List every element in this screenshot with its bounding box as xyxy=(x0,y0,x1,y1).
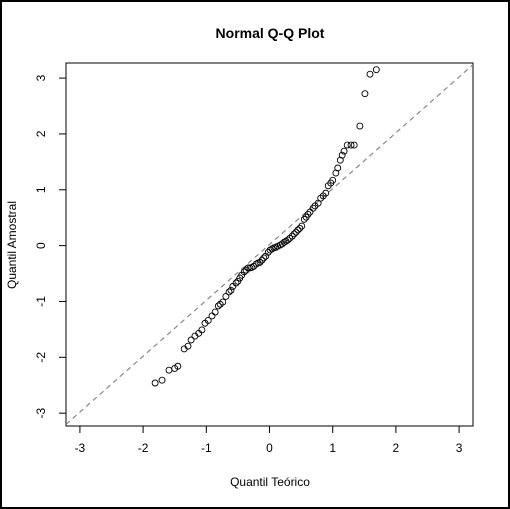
point xyxy=(268,245,276,253)
x-tick-label: 3 xyxy=(456,441,463,455)
point xyxy=(300,215,308,223)
point xyxy=(304,210,312,218)
x-tick-label: -1 xyxy=(201,441,212,455)
point xyxy=(198,326,206,334)
point xyxy=(322,189,330,197)
point xyxy=(288,232,296,240)
point xyxy=(329,176,337,184)
point xyxy=(309,204,317,212)
point xyxy=(256,258,264,266)
point xyxy=(296,224,304,232)
point xyxy=(292,228,300,236)
x-tick-label: 0 xyxy=(266,441,273,455)
point xyxy=(158,376,166,384)
point xyxy=(284,236,292,244)
point xyxy=(280,238,288,246)
point xyxy=(248,263,256,271)
point xyxy=(294,226,302,234)
point xyxy=(219,298,227,306)
point xyxy=(361,90,369,98)
y-tick-label: 1 xyxy=(34,186,48,193)
point xyxy=(240,268,248,276)
point xyxy=(204,317,212,324)
point xyxy=(232,279,240,287)
chart-title: Normal Q-Q Plot xyxy=(216,25,325,41)
y-tick-label: 0 xyxy=(34,242,48,249)
point xyxy=(340,147,348,155)
point xyxy=(184,342,192,350)
point xyxy=(298,222,306,230)
point xyxy=(372,66,380,74)
point xyxy=(211,308,219,316)
point xyxy=(252,260,260,268)
point xyxy=(174,362,182,370)
y-tick-label: 3 xyxy=(34,74,48,81)
point xyxy=(272,243,280,251)
point xyxy=(242,266,250,274)
x-tick-label: -3 xyxy=(75,441,86,455)
point xyxy=(151,379,159,387)
point xyxy=(290,230,298,238)
point xyxy=(350,141,358,149)
point xyxy=(225,288,233,296)
x-tick-label: 1 xyxy=(329,441,336,455)
point xyxy=(356,122,364,130)
point xyxy=(347,141,355,149)
point xyxy=(266,246,274,254)
x-tick-label: 2 xyxy=(393,441,400,455)
y-tick-label: -3 xyxy=(34,407,48,418)
y-tick-label: -2 xyxy=(34,352,48,363)
point xyxy=(334,164,342,172)
y-axis-label: Quantil Amostral xyxy=(5,201,19,289)
y-tick-label: -1 xyxy=(34,296,48,307)
x-tick-label: -2 xyxy=(138,441,149,455)
point xyxy=(258,256,266,264)
point xyxy=(187,336,195,344)
reference-line xyxy=(65,64,474,425)
point xyxy=(366,70,374,78)
point xyxy=(222,292,230,300)
point xyxy=(227,286,235,294)
point xyxy=(234,277,242,285)
point xyxy=(214,302,222,310)
point xyxy=(343,141,351,149)
y-tick-label: 2 xyxy=(34,130,48,137)
point xyxy=(260,254,268,262)
point xyxy=(338,151,346,159)
x-axis-label: Quantil Teórico xyxy=(230,475,310,489)
